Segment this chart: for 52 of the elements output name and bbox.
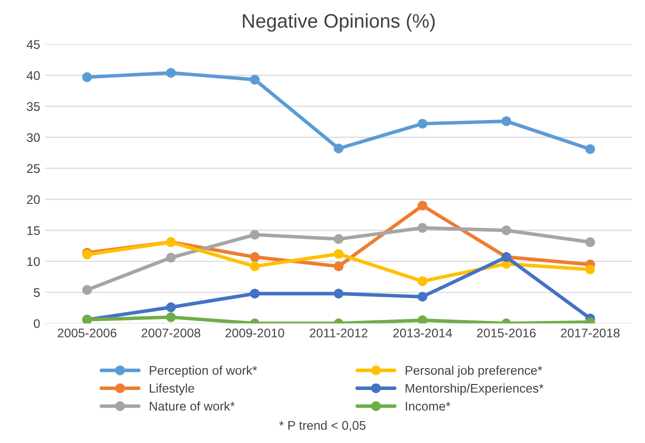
legend-label: Personal job preference* xyxy=(406,366,542,378)
point xyxy=(166,252,176,263)
point xyxy=(250,230,260,240)
y-tick-label: 30 xyxy=(26,133,40,142)
legend-label: Lifestyle xyxy=(150,384,194,396)
point xyxy=(250,288,260,298)
point xyxy=(501,116,512,126)
text: * P trend < 0,05 xyxy=(279,420,366,432)
x-tick-label: 2017-2018 xyxy=(560,328,620,338)
y-tick-label: 15 xyxy=(27,226,40,236)
legend-label: Income* xyxy=(406,402,450,411)
point xyxy=(334,234,344,244)
y-tick-label: 25 xyxy=(27,164,40,173)
y-tick-label: 35 xyxy=(26,102,40,111)
point xyxy=(166,68,176,78)
legend-label: Mentorship/Experiences* xyxy=(406,384,544,396)
x-tick-label: 2013-2014 xyxy=(393,328,452,338)
legend-label: Perception of work* xyxy=(150,366,258,378)
point xyxy=(166,312,176,322)
x-tick-label: 2015-2016 xyxy=(477,328,536,338)
point xyxy=(418,118,428,129)
point xyxy=(166,302,176,312)
y-tick-label: 5 xyxy=(34,288,40,298)
point xyxy=(334,261,344,272)
point xyxy=(250,74,260,85)
point xyxy=(418,200,428,210)
x-tick-label: 2005-2006 xyxy=(58,328,116,338)
legend-label: Nature of work* xyxy=(150,401,235,411)
point xyxy=(585,144,596,154)
x-tick-label: 2007-2008 xyxy=(142,328,200,338)
y-tick-label: 0 xyxy=(34,319,40,328)
point xyxy=(334,144,344,154)
point xyxy=(82,72,92,82)
y-tick-label: 10 xyxy=(27,257,40,266)
y-tick-label: 20 xyxy=(27,195,40,204)
point xyxy=(334,249,344,259)
x-tick-label: 2009-2010 xyxy=(226,328,284,338)
point xyxy=(418,276,428,286)
chart-title: Negative Opinions (%) xyxy=(242,14,435,32)
point xyxy=(250,261,260,272)
point xyxy=(585,264,596,274)
point xyxy=(418,292,428,302)
x-tick-label: 2011-2012 xyxy=(310,328,368,338)
point xyxy=(334,288,344,298)
y-tick-label: 45 xyxy=(26,40,40,49)
point xyxy=(82,285,92,295)
point xyxy=(418,315,428,324)
point xyxy=(418,223,428,233)
point xyxy=(250,252,260,262)
point xyxy=(501,226,512,236)
point xyxy=(585,237,596,248)
y-tick-label: 40 xyxy=(26,71,40,80)
